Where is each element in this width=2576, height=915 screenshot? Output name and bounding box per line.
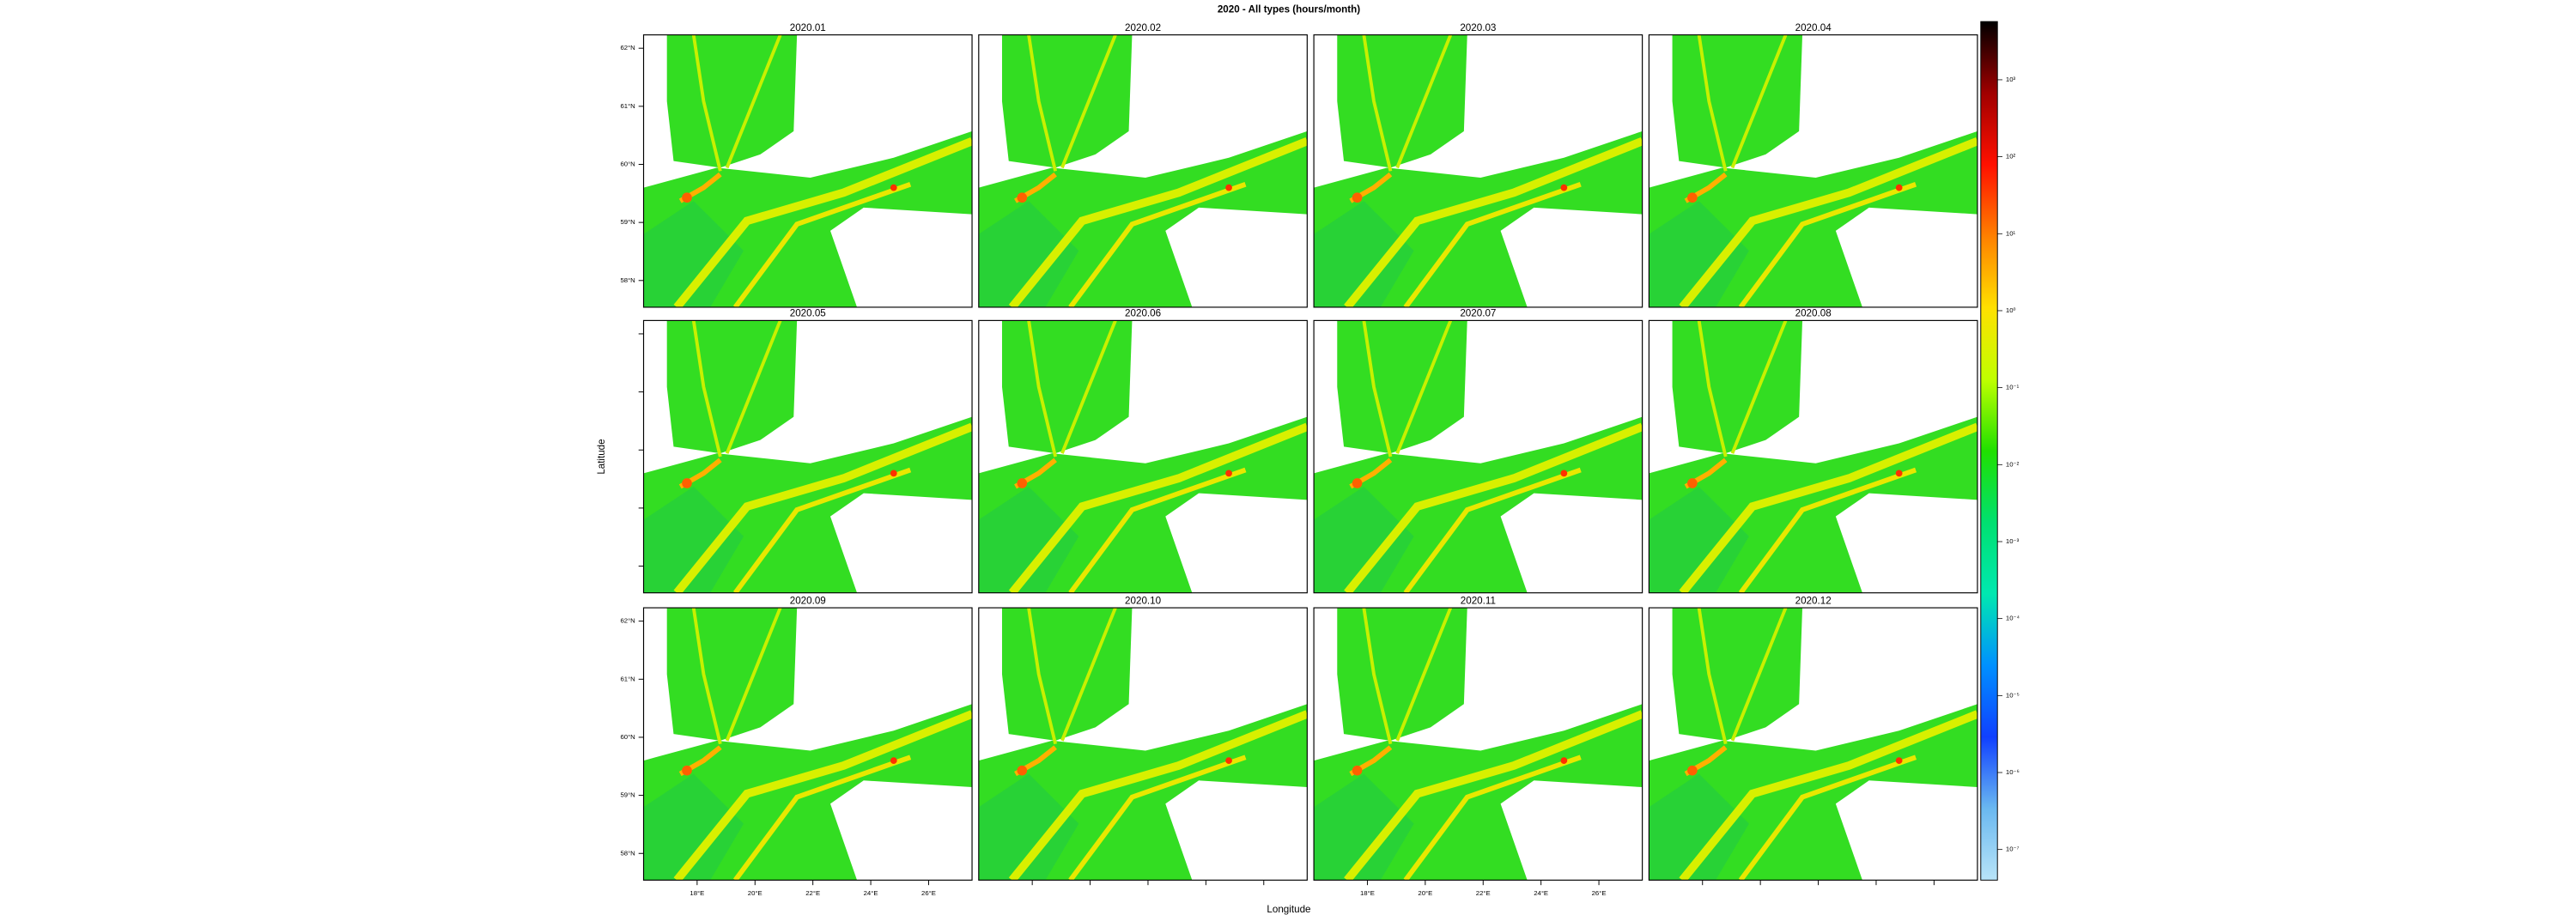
y-tick-label: 62°N <box>620 617 635 625</box>
y-tick-label: 61°N <box>620 675 635 682</box>
panel-frame <box>1648 34 1978 308</box>
density-map <box>979 35 1308 307</box>
density-map <box>1314 35 1643 307</box>
x-tick-label: 26°E <box>921 889 936 897</box>
colorbar-tick-label: 10⁻⁵ <box>2006 691 2020 699</box>
panel-frame <box>978 34 1308 308</box>
density-map <box>1314 320 1643 592</box>
y-tick-label: 60°N <box>620 733 635 741</box>
density-map <box>644 608 973 880</box>
y-tick-label: 58°N <box>620 849 635 857</box>
panel-title: 2020.07 <box>1460 308 1496 319</box>
x-tick-label: 18°E <box>690 889 704 897</box>
y-tick-label: 58°N <box>620 276 635 284</box>
colorbar-tick-label: 10⁻⁷ <box>2006 845 2020 853</box>
density-map <box>1649 320 1978 592</box>
x-axis-label: Longitude <box>1267 904 1310 915</box>
panel-frame <box>642 319 973 594</box>
y-tick-label: 62°N <box>620 44 635 52</box>
panel-frame <box>642 607 973 881</box>
panel-frame <box>1313 319 1643 594</box>
colorbar-tick-label: 10³ <box>2006 76 2016 83</box>
x-tick-label: 22°E <box>805 889 820 897</box>
y-tick-label: 59°N <box>620 791 635 799</box>
colorbar-tick-label: 10⁻⁴ <box>2006 615 2020 622</box>
density-map <box>979 608 1308 880</box>
figure-title: 2020 - All types (hours/month) <box>1218 4 1360 15</box>
density-map <box>979 320 1308 592</box>
x-tick-label: 26°E <box>1592 889 1607 897</box>
colorbar-tick-label: 10¹ <box>2006 229 2016 237</box>
density-map <box>644 320 973 592</box>
x-tick-label: 24°E <box>1534 889 1548 897</box>
y-tick-label: 59°N <box>620 218 635 226</box>
density-map <box>644 35 973 307</box>
panel-title: 2020.09 <box>790 595 826 606</box>
panel-frame <box>1648 607 1978 881</box>
panel-frame <box>978 607 1308 881</box>
panel-title: 2020.05 <box>790 308 826 319</box>
density-map <box>1649 35 1978 307</box>
x-tick-label: 20°E <box>1418 889 1432 897</box>
density-map <box>1649 608 1978 880</box>
panel-frame <box>1313 607 1643 881</box>
panel-frame <box>1648 319 1978 594</box>
panel-title: 2020.02 <box>1125 22 1161 33</box>
panel-title: 2020.06 <box>1125 308 1161 319</box>
panel-frame <box>978 319 1308 594</box>
x-tick-label: 22°E <box>1476 889 1491 897</box>
colorbar-tick-label: 10⁻³ <box>2006 537 2020 545</box>
x-tick-label: 18°E <box>1360 889 1375 897</box>
panel-frame <box>642 34 973 308</box>
panel-title: 2020.04 <box>1795 22 1832 33</box>
y-tick-label: 61°N <box>620 102 635 110</box>
y-tick-label: 60°N <box>620 161 635 168</box>
colorbar-tick-label: 10² <box>2006 153 2016 161</box>
y-axis-label: Latitude <box>596 439 607 474</box>
colorbar-tick-label: 10⁰ <box>2006 306 2016 314</box>
x-tick-label: 20°E <box>748 889 762 897</box>
x-tick-label: 24°E <box>864 889 878 897</box>
density-map <box>1314 608 1643 880</box>
panel-title: 2020.08 <box>1795 308 1832 319</box>
panel-title: 2020.12 <box>1795 595 1832 606</box>
colorbar <box>1980 21 1998 881</box>
colorbar-tick-label: 10⁻² <box>2006 460 2020 468</box>
panel-frame <box>1313 34 1643 308</box>
colorbar-tick-label: 10⁻⁶ <box>2006 768 2020 776</box>
panel-title: 2020.03 <box>1460 22 1496 33</box>
panel-title: 2020.01 <box>790 22 826 33</box>
panel-title: 2020.10 <box>1125 595 1161 606</box>
panel-title: 2020.11 <box>1461 595 1496 606</box>
colorbar-tick-label: 10⁻¹ <box>2006 384 2020 391</box>
